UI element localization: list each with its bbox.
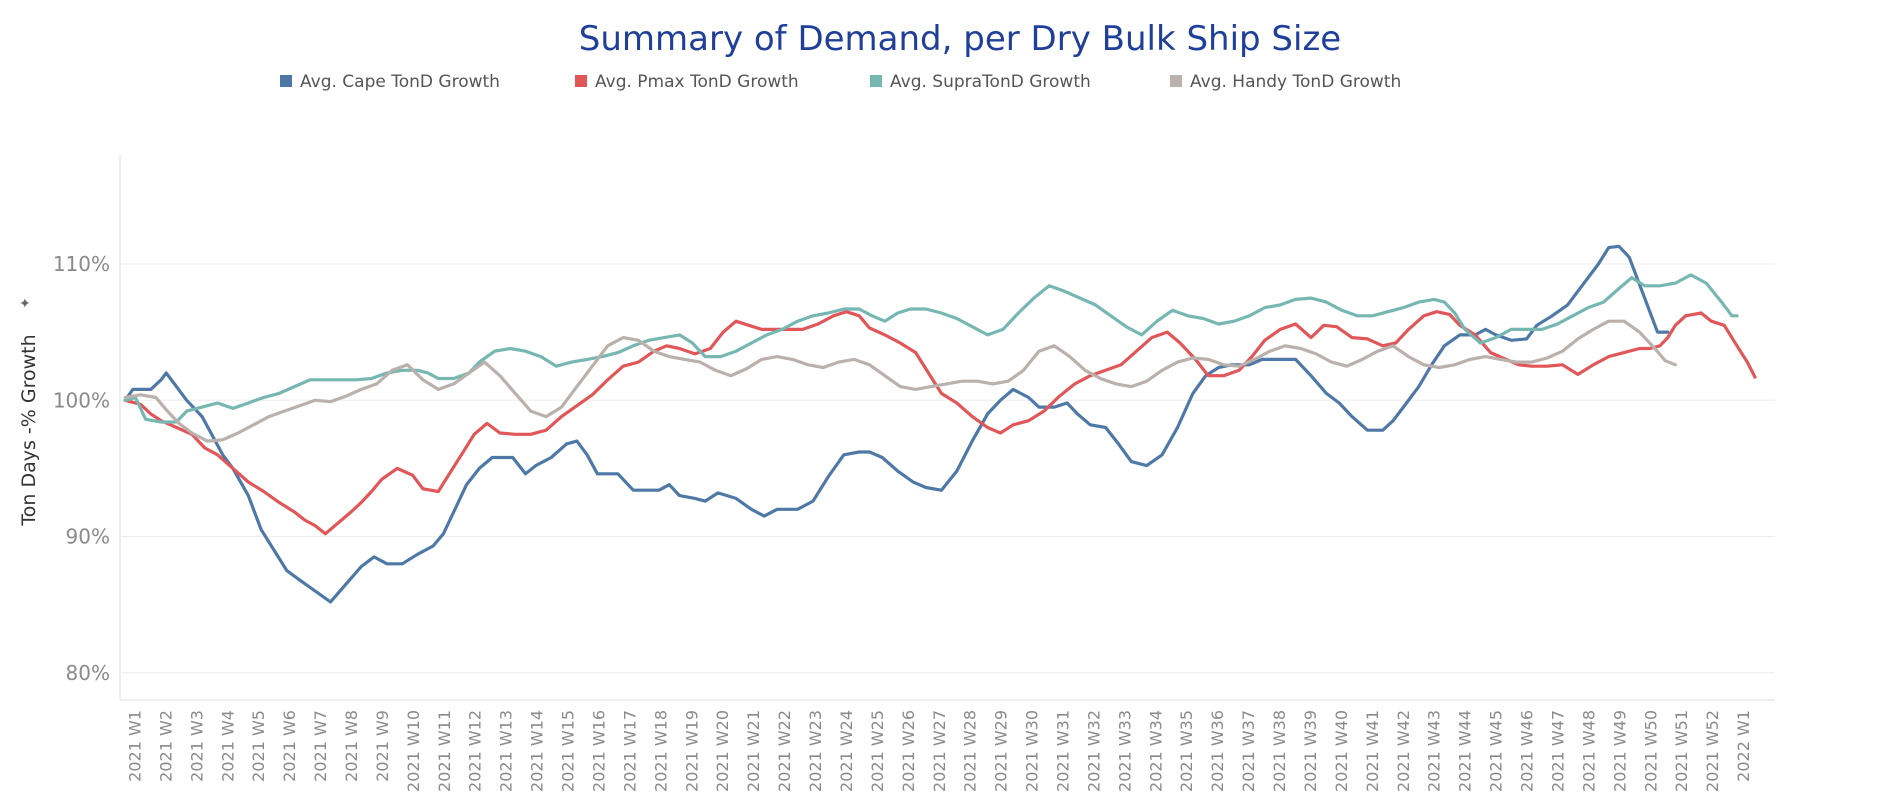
series-line-4[interactable] bbox=[123, 319, 1677, 443]
x-tick-label: 2021 W43 bbox=[1425, 710, 1444, 792]
x-tick-label: 2021 W16 bbox=[589, 710, 608, 792]
x-tick-label: 2021 W26 bbox=[899, 710, 918, 792]
series-lines bbox=[123, 244, 1757, 604]
x-tick-label: 2021 W1 bbox=[125, 710, 144, 782]
x-tick-label: 2021 W40 bbox=[1332, 710, 1351, 792]
x-tick-label: 2021 W19 bbox=[682, 710, 701, 792]
x-tick-label: 2021 W23 bbox=[806, 710, 825, 792]
legend-swatch bbox=[280, 75, 292, 87]
series-line-2[interactable] bbox=[123, 310, 1757, 536]
x-tick-label: 2021 W6 bbox=[280, 710, 299, 782]
x-tick-label: 2021 W51 bbox=[1672, 710, 1691, 792]
x-tick-label: 2021 W7 bbox=[311, 710, 330, 782]
x-tick-label: 2021 W13 bbox=[497, 710, 516, 792]
gridlines bbox=[119, 155, 1775, 701]
x-tick-label: 2021 W2 bbox=[156, 710, 175, 782]
pin-icon[interactable]: ✦ bbox=[17, 297, 33, 309]
x-tick-label: 2021 W12 bbox=[466, 710, 485, 792]
x-tick-label: 2021 W49 bbox=[1610, 710, 1629, 792]
x-tick-label: 2021 W30 bbox=[1023, 710, 1042, 792]
x-tick-label: 2021 W36 bbox=[1208, 710, 1227, 792]
x-tick-label: 2021 W11 bbox=[435, 710, 454, 792]
x-tick-label: 2021 W47 bbox=[1548, 710, 1567, 792]
x-tick-label: 2021 W38 bbox=[1270, 710, 1289, 792]
y-axis-label-group: Ton Days -% Growth ✦ bbox=[17, 297, 40, 527]
x-tick-label: 2021 W45 bbox=[1487, 710, 1506, 792]
x-tick-label: 2021 W52 bbox=[1703, 710, 1722, 792]
legend-label: Avg. Handy TonD Growth bbox=[1190, 72, 1401, 92]
legend: Avg. Cape TonD Growth Avg. Pmax TonD Grow… bbox=[280, 72, 1401, 92]
y-tick-label: 90% bbox=[66, 525, 110, 549]
x-tick-label: 2021 W37 bbox=[1239, 710, 1258, 792]
x-tick-label: 2021 W18 bbox=[651, 710, 670, 792]
series-line-1[interactable] bbox=[123, 244, 1670, 604]
x-tick-label: 2021 W32 bbox=[1084, 710, 1103, 792]
x-tick-label: 2021 W14 bbox=[528, 710, 547, 792]
x-tick-label: 2021 W3 bbox=[187, 710, 206, 782]
y-axis-label: Ton Days -% Growth bbox=[18, 334, 40, 526]
x-tick-label: 2021 W29 bbox=[992, 710, 1011, 792]
legend-label: Avg. Pmax TonD Growth bbox=[595, 72, 799, 92]
legend-item[interactable]: Avg. Cape TonD Growth bbox=[280, 72, 500, 92]
x-tick-label: 2021 W17 bbox=[620, 710, 639, 792]
x-tick-label: 2021 W31 bbox=[1054, 710, 1073, 792]
x-tick-label: 2021 W15 bbox=[559, 710, 578, 792]
legend-label: Avg. SupraTonD Growth bbox=[890, 72, 1091, 92]
x-tick-label: 2021 W22 bbox=[775, 710, 794, 792]
x-tick-label: 2021 W9 bbox=[373, 710, 392, 782]
x-tick-label: 2021 W20 bbox=[713, 710, 732, 792]
chart-title: Summary of Demand, per Dry Bulk Ship Siz… bbox=[579, 19, 1341, 59]
x-tick-label: 2021 W48 bbox=[1579, 710, 1598, 792]
legend-swatch bbox=[870, 75, 882, 87]
x-tick-label: 2021 W46 bbox=[1518, 710, 1537, 792]
legend-label: Avg. Cape TonD Growth bbox=[300, 72, 500, 92]
x-tick-label: 2021 W42 bbox=[1394, 710, 1413, 792]
x-tick-label: 2021 W50 bbox=[1641, 710, 1660, 792]
x-tick-label: 2021 W39 bbox=[1301, 710, 1320, 792]
legend-item[interactable]: Avg. SupraTonD Growth bbox=[870, 72, 1091, 92]
x-tick-label: 2021 W27 bbox=[930, 710, 949, 792]
x-axis-ticks: 2021 W1 2021 W2 2021 W3 2021 W4 2021 W5 2021 … bbox=[125, 710, 1753, 792]
x-tick-label: 2021 W8 bbox=[342, 710, 361, 782]
x-tick-label: 2021 W5 bbox=[249, 710, 268, 782]
x-tick-label: 2021 W34 bbox=[1146, 710, 1165, 792]
y-axis-ticks: 80% 90% 100% 110% bbox=[53, 252, 110, 685]
y-tick-label: 110% bbox=[53, 252, 110, 276]
legend-swatch bbox=[575, 75, 587, 87]
x-tick-label: 2021 W10 bbox=[404, 710, 423, 792]
x-tick-label: 2021 W33 bbox=[1115, 710, 1134, 792]
y-tick-label: 80% bbox=[66, 661, 110, 685]
x-tick-label: 2021 W24 bbox=[837, 710, 856, 792]
x-tick-label: 2021 W35 bbox=[1177, 710, 1196, 792]
x-tick-label: 2021 W28 bbox=[961, 710, 980, 792]
x-tick-label: 2021 W41 bbox=[1363, 710, 1382, 792]
x-tick-label: 2021 W21 bbox=[744, 710, 763, 792]
x-tick-label: 2022 W1 bbox=[1734, 710, 1753, 782]
x-tick-label: 2021 W4 bbox=[218, 710, 237, 782]
legend-swatch bbox=[1170, 75, 1182, 87]
legend-item[interactable]: Avg. Handy TonD Growth bbox=[1170, 72, 1401, 92]
y-tick-label: 100% bbox=[53, 388, 110, 412]
legend-item[interactable]: Avg. Pmax TonD Growth bbox=[575, 72, 799, 92]
x-tick-label: 2021 W25 bbox=[868, 710, 887, 792]
x-tick-label: 2021 W44 bbox=[1456, 710, 1475, 792]
